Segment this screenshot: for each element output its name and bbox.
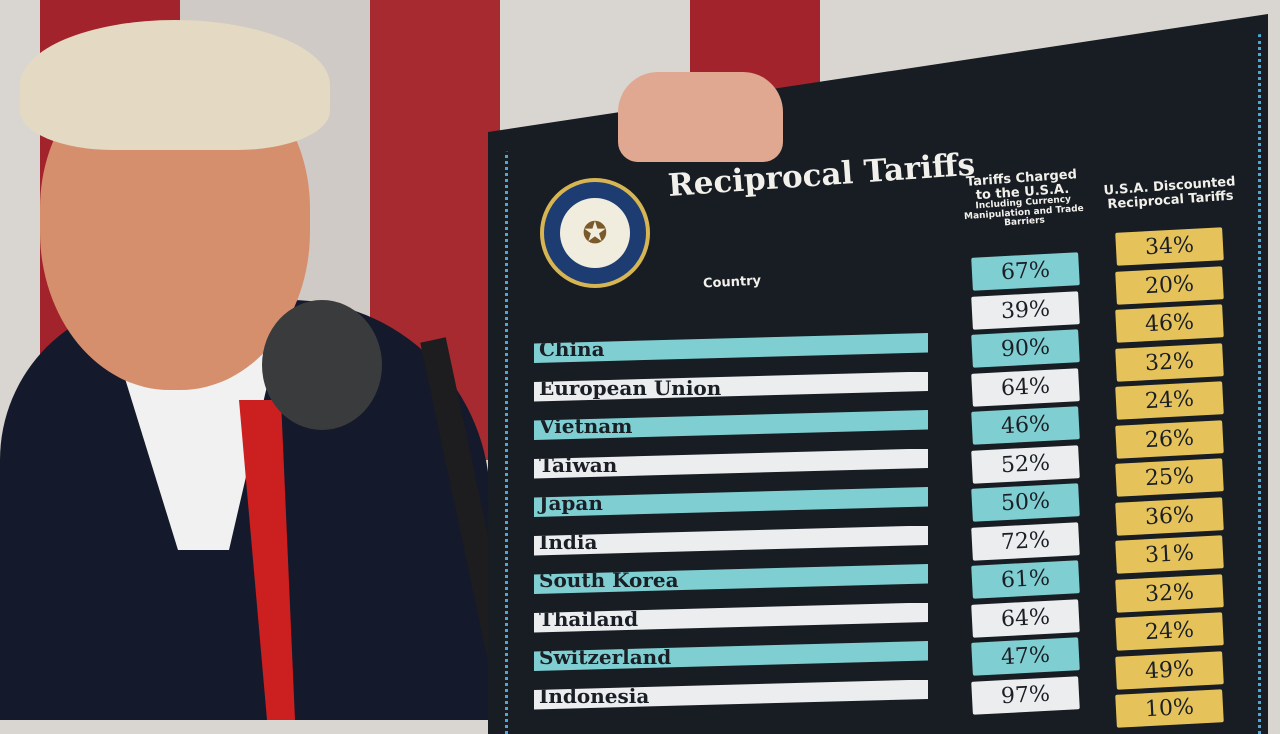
discounted-value: 46% bbox=[1115, 304, 1224, 343]
charged-value: 47% bbox=[971, 637, 1080, 676]
discounted-value: 31% bbox=[1115, 535, 1224, 574]
charged-value: 97% bbox=[971, 675, 1080, 715]
charged-value: 39% bbox=[971, 290, 1080, 330]
discounted-value: 32% bbox=[1115, 342, 1224, 382]
discounted-value: 25% bbox=[1115, 458, 1224, 497]
charged-header: Tariffs Charged to the U.S.A. Including C… bbox=[963, 167, 1085, 229]
hand bbox=[618, 72, 783, 162]
discounted-value: 10% bbox=[1115, 689, 1224, 728]
discounted-value: 49% bbox=[1115, 650, 1224, 690]
charged-value: 67% bbox=[971, 252, 1080, 291]
charged-value: 64% bbox=[971, 367, 1080, 407]
discounted-value: 24% bbox=[1115, 381, 1224, 420]
charged-value: 64% bbox=[971, 598, 1080, 638]
discounted-value: 36% bbox=[1115, 496, 1224, 536]
presidential-seal: ✪ bbox=[540, 178, 650, 288]
charged-value: 52% bbox=[971, 444, 1080, 484]
country-header: Country bbox=[702, 273, 762, 292]
charged-value: 61% bbox=[971, 560, 1080, 599]
microphone bbox=[262, 300, 382, 430]
discounted-value: 32% bbox=[1115, 573, 1224, 613]
discounted-value: 24% bbox=[1115, 612, 1224, 651]
board-border bbox=[505, 34, 1261, 734]
discounted-value: 20% bbox=[1115, 265, 1224, 305]
charged-value: 90% bbox=[971, 329, 1080, 368]
charged-value: 46% bbox=[971, 406, 1080, 445]
discounted-value: 34% bbox=[1115, 227, 1224, 266]
charged-value: 50% bbox=[971, 483, 1080, 522]
discounted-value: 26% bbox=[1115, 419, 1224, 459]
charged-value: 72% bbox=[971, 521, 1080, 561]
